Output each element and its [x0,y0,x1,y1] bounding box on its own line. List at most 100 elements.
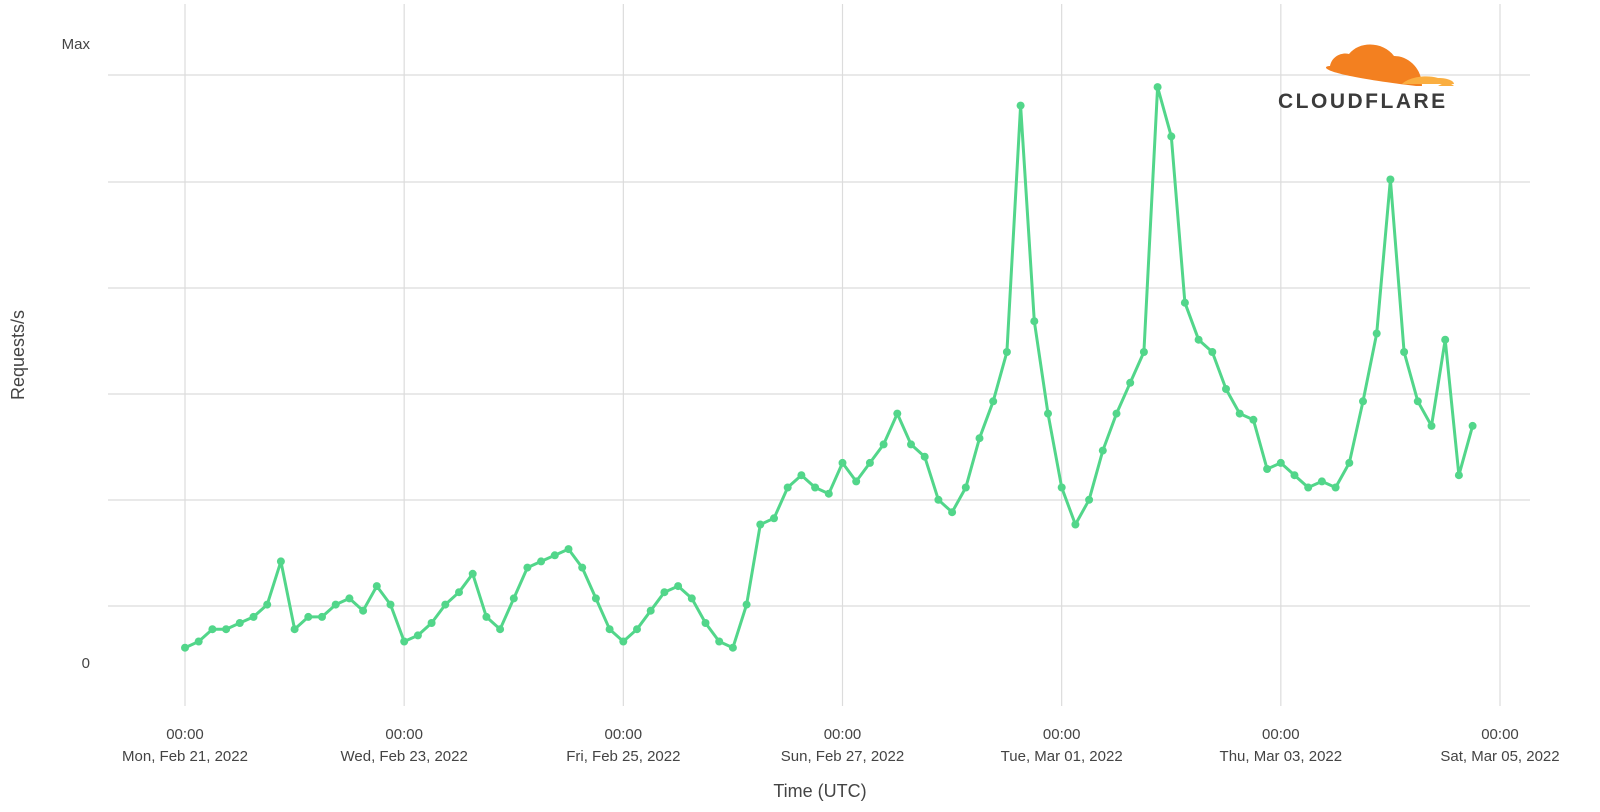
x-tick-label-date: Sat, Mar 05, 2022 [1440,748,1559,765]
data-point [742,600,751,609]
data-point [1400,348,1409,356]
x-axis-ticks: 00:00 Mon, Feb 21, 2022 00:00 Wed, Feb 23, … [122,726,1560,765]
data-point [249,612,258,621]
data-point [715,637,724,646]
data-point [496,625,505,634]
data-point [948,508,957,517]
data-point [235,619,244,627]
data-point [619,637,628,646]
data-point [318,612,326,621]
data-point [276,557,285,566]
x-tick-label-date: Sun, Feb 27, 2022 [781,748,904,765]
data-point [427,619,436,627]
data-point [1208,348,1217,356]
data-point [934,495,943,504]
data-point [975,434,984,443]
data-point [455,588,463,597]
data-point [194,637,203,646]
data-point [1454,471,1463,480]
data-point [578,563,587,572]
data-point [660,588,669,597]
x-tick-label-time: 00:00 [1481,726,1519,743]
data-point [345,594,354,603]
data-point [633,625,641,634]
data-point [290,625,299,634]
data-point [701,619,710,627]
data-point [509,594,518,603]
data-point [783,483,792,492]
data-point [413,631,422,640]
data-point [1413,397,1422,406]
x-tick-label-date: Fri, Feb 25, 2022 [566,748,680,765]
data-point [770,514,778,523]
x-tick-label-time: 00:00 [1262,726,1300,743]
data-point [989,397,998,406]
data-point [1290,471,1299,480]
data-point [1263,465,1272,473]
data-point [1304,483,1313,492]
x-axis-title: Time (UTC) [773,781,866,801]
data-point [441,600,450,609]
data-point [181,643,189,652]
data-point [208,625,217,634]
data-point [372,582,381,591]
x-tick-label-date: Mon, Feb 21, 2022 [122,748,248,765]
cloud-icon [1325,44,1454,86]
data-point [1331,483,1340,492]
data-point [1222,385,1230,393]
data-point [879,440,888,449]
y-tick-label-zero: 0 [82,655,90,672]
data-point [907,440,915,449]
data-point [564,545,573,554]
data-point [1180,298,1189,307]
cloudflare-logo: CLOUDFLARE [1278,44,1454,113]
data-point [1372,329,1381,338]
data-point [893,409,902,418]
data-point [550,551,559,560]
y-axis-title: Requests/s [8,310,28,400]
x-tick-label-date: Tue, Mar 01, 2022 [1001,748,1123,765]
data-point [1030,317,1039,326]
data-point [468,569,477,578]
data-point [1153,83,1162,92]
x-tick-label-date: Thu, Mar 03, 2022 [1220,748,1343,765]
data-point [523,563,532,572]
x-tick-label-date: Wed, Feb 23, 2022 [341,748,468,765]
data-point [222,625,231,634]
data-point [1249,415,1258,424]
data-point [331,600,340,609]
data-point [1139,348,1148,356]
logo-wordmark: CLOUDFLARE [1278,90,1448,113]
y-tick-label-max: Max [62,36,91,53]
data-point [811,483,820,492]
data-point [1359,397,1367,406]
data-point [1441,335,1450,344]
x-tick-label-time: 00:00 [1043,726,1081,743]
data-point [1016,101,1025,110]
data-point [852,477,861,486]
data-point [400,637,409,646]
data-point [1112,409,1121,418]
data-point [1057,483,1066,492]
data-point [1126,378,1135,387]
x-tick-label-time: 00:00 [166,726,204,743]
data-point [728,643,737,652]
data-point [865,458,874,467]
data-point [920,452,929,461]
series-layer [184,85,1475,650]
data-point [1167,132,1176,141]
data-point [1386,175,1395,184]
data-point [1098,446,1107,455]
data-point [1194,335,1203,344]
data-point [674,582,683,591]
data-point [1276,458,1285,467]
x-tick-label-time: 00:00 [605,726,643,743]
data-point [1002,348,1011,356]
data-point [1071,520,1080,529]
data-point [304,612,313,621]
data-point [537,557,546,566]
data-point [1317,477,1326,486]
x-tick-label-time: 00:00 [385,726,423,743]
